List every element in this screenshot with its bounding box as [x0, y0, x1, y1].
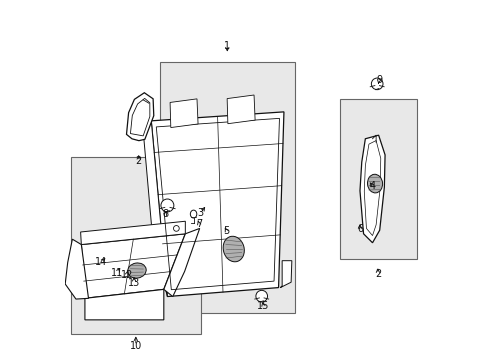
Text: 10: 10: [129, 341, 142, 351]
Text: 11: 11: [111, 267, 123, 278]
Text: 2: 2: [135, 156, 142, 166]
Bar: [160, 62, 294, 313]
Polygon shape: [65, 239, 88, 299]
Text: 7: 7: [195, 219, 202, 229]
Polygon shape: [151, 112, 284, 297]
Text: 5: 5: [223, 226, 229, 236]
Text: 8: 8: [162, 210, 168, 220]
Text: 4: 4: [369, 181, 375, 192]
Text: 15: 15: [257, 301, 269, 311]
Polygon shape: [81, 234, 185, 298]
Polygon shape: [163, 228, 199, 297]
Text: 14: 14: [95, 257, 107, 267]
Circle shape: [173, 226, 179, 231]
Circle shape: [255, 291, 267, 302]
Ellipse shape: [190, 210, 196, 218]
Polygon shape: [85, 289, 163, 320]
Text: 6: 6: [356, 225, 362, 234]
Circle shape: [370, 78, 382, 90]
Text: 1: 1: [224, 41, 230, 50]
Polygon shape: [280, 261, 291, 288]
Polygon shape: [170, 99, 198, 127]
Polygon shape: [142, 121, 167, 297]
Bar: [339, 99, 416, 259]
Ellipse shape: [367, 174, 382, 193]
Text: 9: 9: [375, 75, 381, 85]
Polygon shape: [359, 135, 384, 243]
Polygon shape: [227, 95, 255, 124]
Polygon shape: [81, 221, 185, 244]
Circle shape: [161, 199, 174, 212]
Polygon shape: [126, 93, 153, 141]
Text: 13: 13: [128, 278, 140, 288]
Ellipse shape: [223, 236, 244, 262]
Text: 2: 2: [374, 269, 380, 279]
Text: 3: 3: [197, 208, 203, 218]
Text: 12: 12: [121, 270, 133, 280]
Bar: [70, 157, 201, 334]
Ellipse shape: [127, 263, 146, 278]
